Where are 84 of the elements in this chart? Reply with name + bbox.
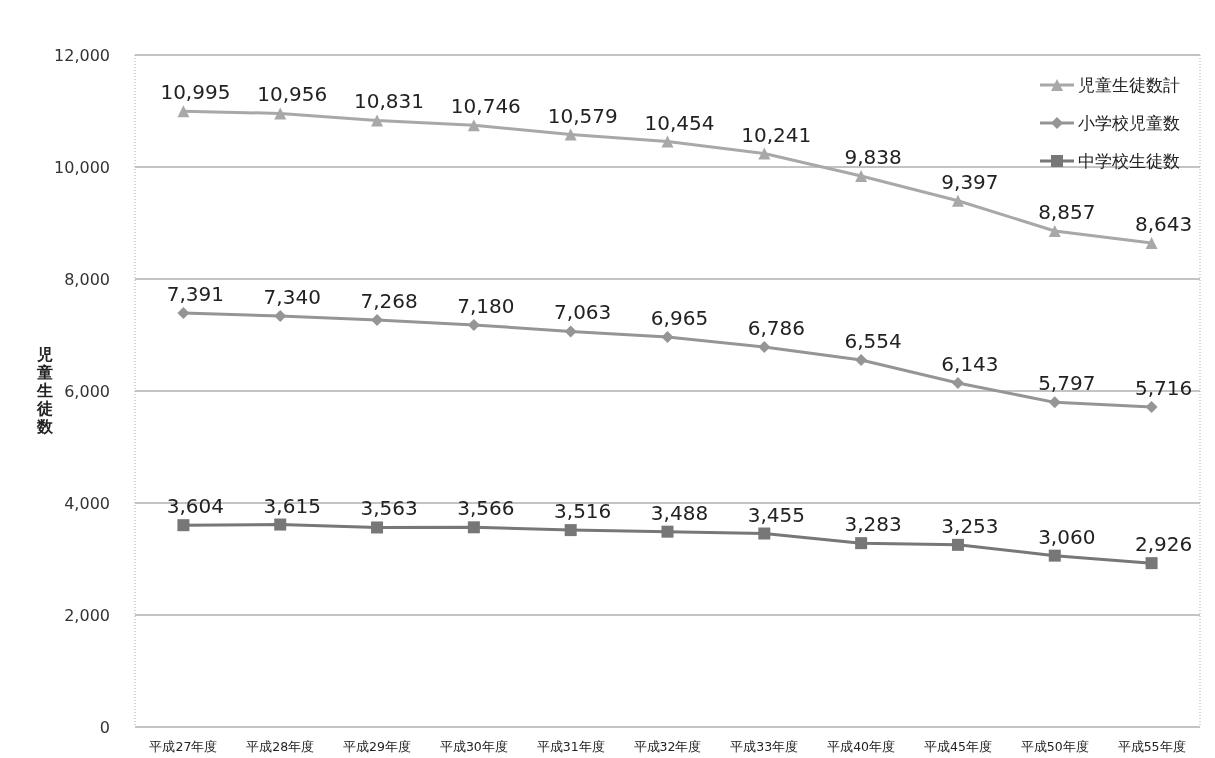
point	[467, 119, 480, 132]
point	[564, 128, 577, 141]
data-label: 3,566	[457, 496, 515, 521]
data-label: 3,488	[650, 500, 709, 525]
x-tick-label: 平成33年度	[730, 739, 799, 754]
point	[1048, 225, 1061, 238]
point	[758, 340, 771, 353]
data-label: 10,746	[450, 94, 521, 119]
x-tick-label: 平成31年度	[536, 739, 605, 754]
y-tick-label: 6,000	[64, 382, 110, 401]
x-tick-label: 平成45年度	[924, 739, 992, 754]
data-label: 10,995	[160, 80, 231, 105]
data-label: 7,340	[263, 284, 321, 309]
point	[855, 170, 868, 183]
point	[274, 107, 287, 120]
data-label: 10,831	[354, 89, 425, 114]
data-label: 3,563	[360, 496, 418, 521]
point	[855, 537, 868, 550]
data-label: 6,143	[941, 351, 999, 376]
x-tick-label: 平成29年度	[343, 739, 411, 754]
data-label: 10,956	[257, 82, 328, 107]
data-label: 3,604	[166, 494, 225, 519]
x-tick-label: 平成55年度	[1117, 739, 1186, 754]
data-label: 7,268	[360, 288, 418, 313]
data-label: 8,857	[1038, 200, 1096, 225]
point	[1048, 549, 1061, 562]
data-label: 6,554	[844, 328, 902, 353]
point	[1145, 400, 1158, 413]
data-label: 10,579	[547, 103, 618, 128]
point	[855, 353, 868, 366]
data-label: 5,797	[1038, 371, 1096, 396]
data-label: 3,516	[554, 499, 612, 524]
data-label: 5,716	[1134, 375, 1193, 400]
point	[371, 114, 384, 127]
point	[661, 525, 674, 538]
point	[371, 521, 384, 534]
y-tick-label: 10,000	[54, 158, 110, 177]
legend-label: 中学校生徒数	[1078, 151, 1180, 171]
point	[1048, 396, 1061, 409]
y-tick-label: 4,000	[64, 494, 110, 513]
data-label: 3,253	[941, 513, 999, 538]
y-tick-label: 12,000	[54, 46, 110, 65]
data-label: 9,838	[844, 145, 902, 170]
point	[951, 538, 964, 551]
x-tick-label: 平成50年度	[1020, 739, 1089, 754]
data-label: 10,241	[741, 122, 812, 147]
point	[274, 518, 287, 531]
point	[1145, 236, 1158, 249]
x-tick-label: 平成30年度	[439, 739, 508, 754]
point	[758, 527, 771, 540]
point	[951, 376, 964, 389]
data-label: 6,965	[650, 305, 709, 330]
data-label: 7,391	[166, 282, 225, 307]
y-tick-label: 2,000	[64, 606, 110, 625]
data-label: 3,060	[1038, 524, 1096, 549]
data-label: 7,180	[457, 293, 515, 318]
data-label: 3,455	[747, 502, 805, 527]
data-label: 8,643	[1134, 211, 1193, 236]
point	[661, 330, 674, 343]
data-label: 3,615	[263, 493, 321, 518]
data-label: 10,454	[644, 110, 715, 135]
point	[951, 194, 964, 207]
x-tick-label: 平成32年度	[633, 739, 702, 754]
point	[177, 519, 190, 532]
point	[177, 105, 190, 118]
legend-label: 小学校児童数	[1078, 113, 1180, 133]
point	[661, 135, 674, 148]
legend-label: 児童生徒数計	[1078, 75, 1180, 95]
y-tick-label: 0	[99, 718, 110, 737]
data-label: 7,063	[554, 300, 612, 325]
point	[467, 521, 480, 534]
y-axis-title: 児童生徒数	[36, 345, 54, 436]
data-label: 6,786	[747, 315, 805, 340]
x-tick-label: 平成27年度	[149, 739, 218, 754]
x-tick-label: 平成40年度	[827, 739, 896, 754]
x-tick-label: 平成28年度	[246, 739, 315, 754]
point	[564, 524, 577, 537]
data-label: 2,926	[1134, 532, 1193, 557]
data-label: 9,397	[941, 169, 999, 194]
point	[1145, 557, 1158, 570]
point	[564, 325, 577, 338]
y-tick-label: 8,000	[64, 270, 110, 289]
point	[758, 147, 771, 160]
data-label: 3,283	[844, 512, 902, 537]
